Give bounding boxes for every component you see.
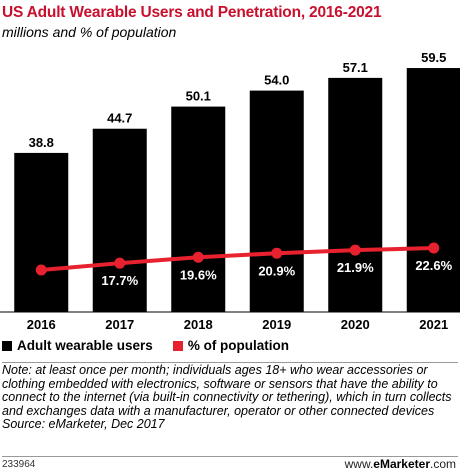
- population-point: [114, 257, 126, 269]
- chart-subtitle: millions and % of population: [2, 24, 177, 40]
- legend: Adult wearable users % of population: [2, 338, 309, 353]
- legend-item-population: % of population: [172, 338, 290, 353]
- population-line: [41, 246, 434, 272]
- brand-suffix: .com: [429, 457, 456, 471]
- brand: www.eMarketer.com: [345, 457, 456, 471]
- bar: [406, 68, 460, 312]
- population-label: 20.9%: [258, 263, 295, 278]
- x-tick-label: 2017: [105, 317, 134, 332]
- population-point: [192, 251, 204, 263]
- x-tick-label: 2021: [419, 317, 448, 332]
- bar: [171, 106, 226, 312]
- note-text: Note: at least once per month; individua…: [2, 363, 452, 418]
- bar-value-label: 59.5: [421, 50, 446, 65]
- bar: [92, 128, 147, 312]
- population-point: [35, 264, 47, 276]
- chart-id: 233964: [2, 459, 36, 470]
- divider-bottom: [2, 456, 458, 457]
- bar-value-label: 54.0: [264, 73, 289, 88]
- x-tick-label: 2020: [341, 317, 370, 332]
- population-label: 19.6%: [180, 267, 217, 282]
- population-point: [428, 242, 440, 254]
- population-label: 22.6%: [415, 258, 452, 273]
- bar-value-label: 38.8: [29, 135, 54, 150]
- legend-swatch-population: [172, 340, 183, 351]
- x-tick-label: 2018: [184, 317, 213, 332]
- x-tick-label: 2019: [262, 317, 291, 332]
- bar: [14, 152, 69, 312]
- divider-top: [2, 362, 458, 363]
- x-tick-label: 2016: [27, 317, 56, 332]
- brand-name: eMarketer: [373, 457, 430, 471]
- population-point: [271, 247, 283, 259]
- bar-value-label: 50.1: [186, 89, 211, 104]
- chart: 38.8 2016 44.7 2017 50.1 2018 54.0 2019 57.1 2020…: [0, 50, 460, 332]
- population-point: [349, 244, 361, 256]
- legend-swatch-users: [2, 340, 12, 351]
- population-label: 21.9%: [337, 260, 374, 275]
- bar: [249, 90, 304, 312]
- bar-value-label: 44.7: [107, 111, 132, 126]
- footnote: Note: at least once per month; individua…: [2, 363, 458, 432]
- source-text: Source: eMarketer, Dec 2017: [2, 417, 165, 432]
- legend-label-population: % of population: [187, 338, 290, 353]
- chart-title: US Adult Wearable Users and Penetration,…: [2, 4, 382, 21]
- brand-prefix: www.: [344, 457, 374, 471]
- legend-label-users: Adult wearable users: [17, 338, 153, 353]
- bar: [328, 77, 383, 312]
- bar-value-label: 57.1: [343, 60, 368, 75]
- population-label: 15.5%: [23, 280, 60, 295]
- population-label: 17.7%: [101, 273, 138, 288]
- legend-item-users: Adult wearable users: [2, 338, 153, 353]
